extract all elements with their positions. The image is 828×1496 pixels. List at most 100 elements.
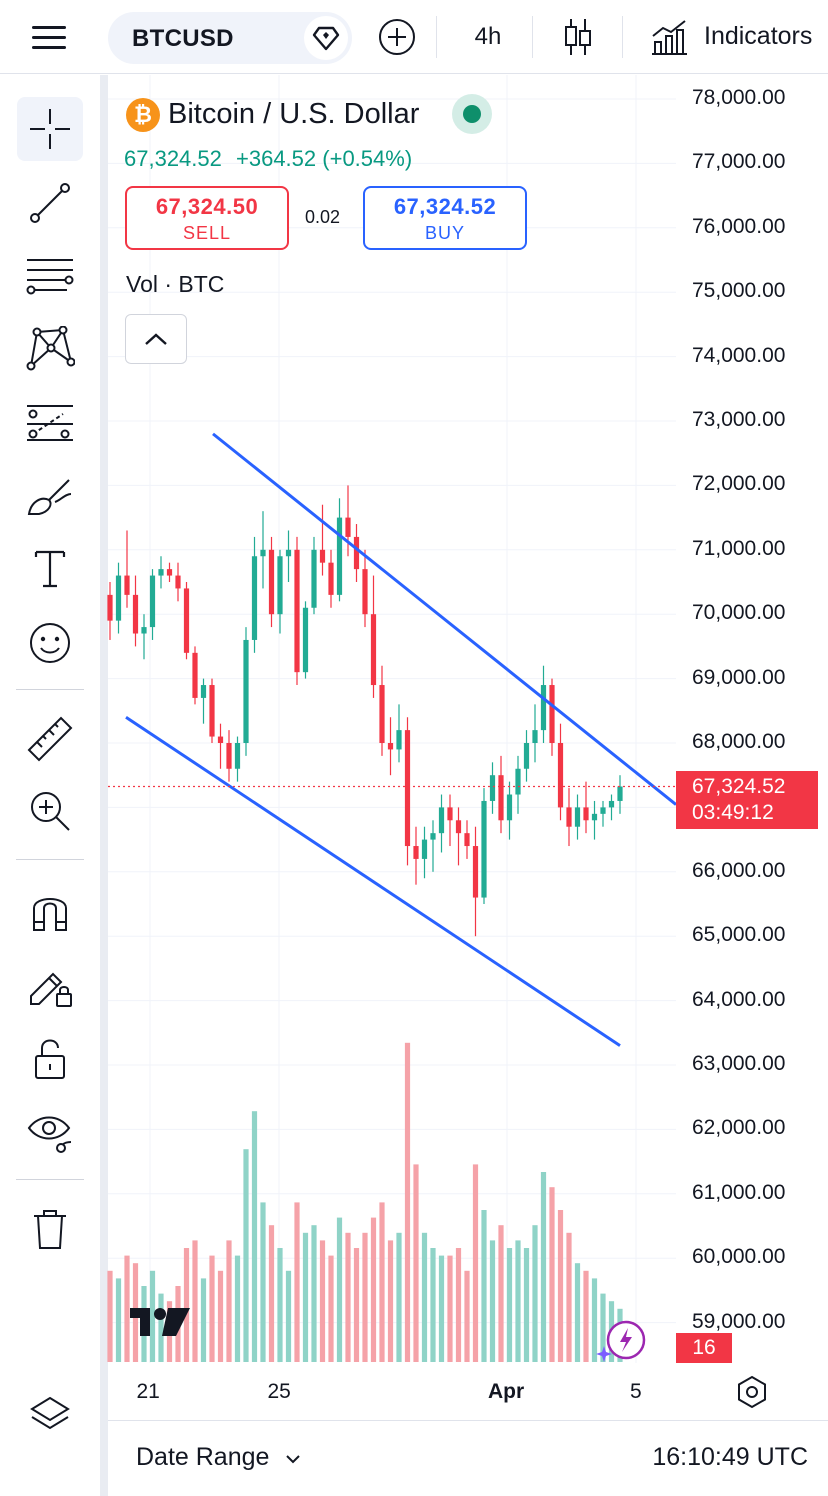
chevron-up-icon bbox=[145, 333, 167, 345]
crosshair-icon[interactable] bbox=[17, 97, 83, 161]
volume-bar bbox=[217, 1270, 224, 1362]
lock-drawing-icon[interactable] bbox=[17, 953, 83, 1017]
volume-bar bbox=[115, 1278, 122, 1362]
toolbar-divider bbox=[16, 859, 84, 860]
sparkle-lightning-icon[interactable] bbox=[594, 1318, 648, 1366]
price-axis-label: 65,000.00 bbox=[692, 923, 786, 947]
date-range-button[interactable]: Date Range bbox=[136, 1443, 302, 1472]
price-axis-label: 69,000.00 bbox=[692, 665, 786, 689]
volume-bar bbox=[515, 1240, 521, 1362]
volume-bar bbox=[328, 1255, 334, 1362]
candle bbox=[115, 575, 122, 621]
candle bbox=[498, 775, 504, 821]
volume-bar bbox=[600, 1293, 606, 1362]
volume-bar bbox=[566, 1232, 572, 1362]
interval-button[interactable]: 4h bbox=[458, 16, 518, 58]
volume-bar bbox=[489, 1240, 496, 1362]
sell-button[interactable]: 67,324.50 SELL bbox=[125, 186, 289, 250]
volume-legend[interactable]: Vol · BTC bbox=[126, 271, 225, 297]
price-change-pct: (+0.54%) bbox=[322, 146, 413, 171]
price-axis-label: 60,000.00 bbox=[692, 1245, 786, 1269]
price-axis-label: 68,000.00 bbox=[692, 730, 786, 753]
candle bbox=[591, 813, 598, 821]
price-axis-label: 64,000.00 bbox=[692, 987, 786, 1011]
toolbar-edge bbox=[100, 75, 108, 1496]
brush-icon[interactable] bbox=[17, 465, 83, 529]
candle bbox=[472, 846, 479, 898]
volume-bar bbox=[285, 1270, 292, 1362]
text-icon[interactable] bbox=[17, 537, 83, 601]
toolbar-divider bbox=[436, 16, 437, 58]
volume-value-tag: 16 bbox=[676, 1333, 732, 1363]
add-circle-icon[interactable] bbox=[376, 16, 418, 58]
candle bbox=[430, 833, 436, 840]
volume-bar bbox=[498, 1225, 504, 1362]
current-price-label: 67,324.52 bbox=[692, 775, 786, 798]
market-open-icon[interactable] bbox=[452, 94, 492, 134]
price-axis-label: 74,000.00 bbox=[692, 343, 786, 367]
top-toolbar: BTCUSD 4h Indicators bbox=[0, 0, 828, 74]
candle bbox=[328, 562, 334, 595]
volume-bar bbox=[583, 1270, 589, 1362]
candle bbox=[345, 517, 351, 537]
candle bbox=[209, 685, 215, 737]
eye-icon[interactable] bbox=[17, 1099, 83, 1163]
buy-label: BUY bbox=[424, 223, 465, 243]
zoom-in-icon[interactable] bbox=[17, 779, 83, 843]
date-range-label: Date Range bbox=[136, 1443, 270, 1471]
volume-bar bbox=[591, 1278, 598, 1362]
candle bbox=[608, 800, 615, 808]
pattern-icon[interactable] bbox=[17, 317, 83, 381]
utc-clock[interactable]: 16:10:49 UTC bbox=[652, 1443, 808, 1471]
magnet-icon[interactable] bbox=[17, 879, 83, 943]
ruler-icon[interactable] bbox=[17, 707, 83, 771]
volume-bar bbox=[319, 1240, 326, 1362]
indicators-button[interactable]: Indicators bbox=[704, 22, 813, 50]
channel-upper-line bbox=[212, 432, 677, 806]
price-axis-label: 66,000.00 bbox=[692, 858, 786, 882]
price-change: +364.52 bbox=[236, 146, 317, 171]
forecast-icon[interactable] bbox=[17, 391, 83, 455]
volume-bar bbox=[336, 1217, 343, 1362]
candle bbox=[166, 569, 173, 576]
candle bbox=[600, 807, 606, 814]
indicators-chart-icon[interactable] bbox=[648, 16, 690, 58]
candle bbox=[217, 736, 224, 743]
volume-bar bbox=[268, 1225, 275, 1362]
volume-bar bbox=[353, 1248, 360, 1362]
candle bbox=[404, 730, 411, 847]
candle bbox=[175, 575, 181, 589]
candle bbox=[617, 786, 623, 801]
candle bbox=[192, 652, 198, 698]
tradingview-logo-icon[interactable] bbox=[128, 1302, 192, 1342]
drawing-toolbar bbox=[0, 75, 100, 1496]
bottom-bar: Date Range 16:10:49 UTC bbox=[108, 1420, 828, 1496]
volume-bar bbox=[311, 1225, 317, 1362]
collapse-legend-button[interactable] bbox=[125, 314, 187, 364]
diamond-flag-icon[interactable] bbox=[304, 16, 348, 60]
candles-icon[interactable] bbox=[556, 16, 600, 58]
volume-bar bbox=[464, 1270, 470, 1362]
interval-label: 4h bbox=[474, 23, 502, 50]
price-axis-label: 61,000.00 bbox=[692, 1180, 786, 1204]
buy-button[interactable]: 67,324.52 BUY bbox=[363, 186, 527, 250]
layers-icon[interactable] bbox=[28, 1392, 72, 1440]
volume-bar bbox=[149, 1270, 156, 1362]
volume-bar bbox=[345, 1232, 351, 1362]
spread-value: 0.02 bbox=[305, 207, 341, 227]
volume-bar bbox=[523, 1248, 530, 1362]
emoji-icon[interactable] bbox=[17, 611, 83, 675]
current-price-tag: 67,324.52 03:49:12 bbox=[676, 771, 818, 829]
candle bbox=[387, 743, 394, 750]
price-axis-label: 78,000.00 bbox=[692, 86, 786, 109]
volume-bar bbox=[192, 1240, 198, 1362]
chart-settings-icon[interactable] bbox=[734, 1374, 770, 1410]
symbol-search-button[interactable]: BTCUSD bbox=[108, 12, 352, 64]
menu-icon[interactable] bbox=[30, 22, 70, 54]
candle bbox=[319, 549, 326, 563]
lock-icon[interactable] bbox=[17, 1027, 83, 1091]
trash-icon[interactable] bbox=[17, 1197, 83, 1261]
trendline-icon[interactable] bbox=[17, 171, 83, 235]
fib-icon[interactable] bbox=[17, 243, 83, 307]
